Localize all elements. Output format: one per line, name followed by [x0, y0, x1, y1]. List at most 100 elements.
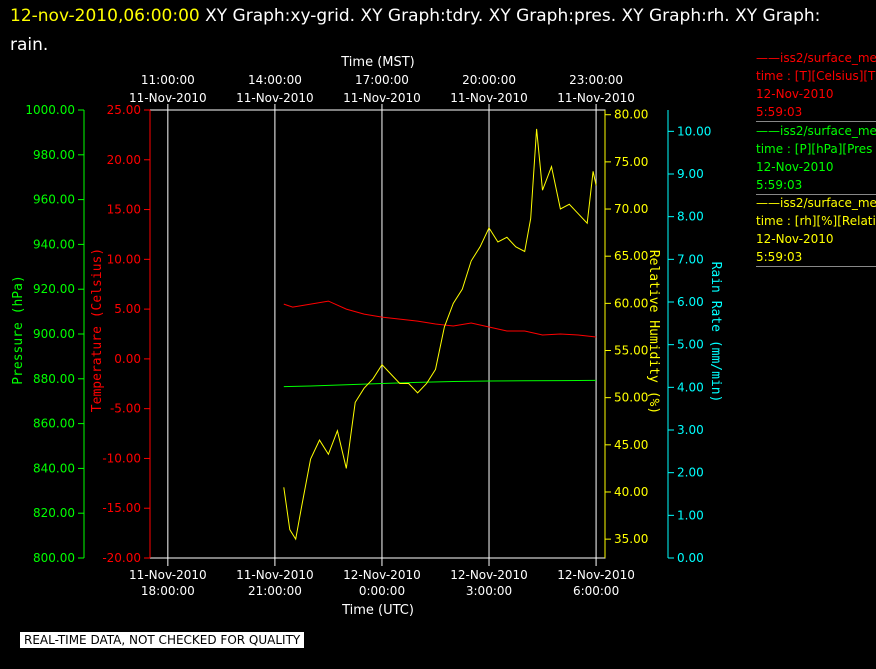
- temperature-axis-label: Temperature (Celsius): [90, 248, 105, 412]
- x-top-tick-date: 11-Nov-2010: [236, 91, 314, 105]
- humidity-tick-label: 45.00: [614, 438, 648, 452]
- graph-titles: XY Graph:xy-grid. XY Graph:tdry. XY Grap…: [10, 6, 821, 55]
- x-bottom-tick-time: 6:00:00: [573, 584, 619, 598]
- rain-axis: 10.00 9.00 8.00 7.00 6.00 5.00 4.00 3.00 2.00 1.0…: [667, 110, 711, 565]
- x-top-tick-time: 14:00:00: [248, 73, 302, 87]
- temperature-tick-label: -10.00: [102, 451, 141, 465]
- temperature-tick-label: 25.00: [107, 103, 141, 117]
- x-top-tick-date: 11-Nov-2010: [343, 91, 421, 105]
- x-bottom-axis-label: Time (UTC): [341, 603, 414, 618]
- x-top-tick-time: 20:00:00: [462, 73, 516, 87]
- temperature-tick-label: 15.00: [107, 203, 141, 217]
- x-bottom-tick-date: 11-Nov-2010: [236, 568, 314, 582]
- rain-tick-label: 10.00: [677, 124, 711, 138]
- rain-tick-label: 1.00: [677, 508, 704, 522]
- rain-tick-label: 2.00: [677, 466, 704, 480]
- x-axis-ticks: 11-Nov-2010 18:00:00 11-Nov-2010 21:00:00 12…: [129, 73, 635, 598]
- x-bottom-tick-date: 12-Nov-2010: [343, 568, 421, 582]
- x-top-axis-label: Time (MST): [340, 55, 415, 70]
- legend-field: time : [P][hPa][Pres: [756, 142, 873, 156]
- legend-title: ——iss2/surface_me: [756, 196, 876, 210]
- rain-tick-label: 5.00: [677, 338, 704, 352]
- legend-title: ——iss2/surface_me: [756, 51, 876, 65]
- pressure-axis: 1000.00 980.00 960.00 940.00 920.00 900.00 880…: [25, 103, 85, 565]
- pressure-tick-label: 900.00: [33, 327, 75, 341]
- pressure-tick-label: 960.00: [33, 193, 75, 207]
- legend-date: 12-Nov-2010: [756, 160, 834, 174]
- legend-temperature: ——iss2/surface_me time : [T][Celsius][T …: [756, 49, 876, 122]
- humidity-tick-label: 40.00: [614, 485, 648, 499]
- grid: [167, 110, 597, 558]
- rain-tick-label: 4.00: [677, 380, 704, 394]
- temperature-tick-label: -15.00: [102, 501, 141, 515]
- legend-field: time : [rh][%][Relati: [756, 214, 876, 228]
- legend-divider: [756, 194, 876, 195]
- pressure-axis-label: Pressure (hPa): [11, 275, 26, 385]
- pressure-tick-label: 860.00: [33, 417, 75, 431]
- legend-time: 5:59:03: [756, 178, 803, 192]
- pressure-tick-label: 980.00: [33, 148, 75, 162]
- x-bottom-tick-date: 11-Nov-2010: [129, 568, 207, 582]
- humidity-tick-label: 80.00: [614, 108, 648, 122]
- x-top-tick-date: 11-Nov-2010: [450, 91, 528, 105]
- axes: 1000.00 980.00 960.00 940.00 920.00 900.00 880…: [25, 103, 711, 565]
- humidity-tick-label: 65.00: [614, 249, 648, 263]
- legend-date: 12-Nov-2010: [756, 232, 834, 246]
- temperature-series-line: [283, 300, 597, 338]
- humidity-series-line: [283, 128, 597, 541]
- quality-notice: REAL-TIME DATA, NOT CHECKED FOR QUALITY: [20, 632, 305, 648]
- x-bottom-tick-time: 21:00:00: [248, 584, 302, 598]
- humidity-tick-label: 55.00: [614, 344, 648, 358]
- legend-date: 12-Nov-2010: [756, 87, 834, 101]
- temperature-tick-label: 5.00: [114, 302, 141, 316]
- temperature-tick-label: -5.00: [110, 402, 141, 416]
- x-bottom-tick-time: 18:00:00: [141, 584, 195, 598]
- x-bottom-tick-time: 3:00:00: [466, 584, 512, 598]
- x-top-tick-time: 17:00:00: [355, 73, 409, 87]
- humidity-tick-label: 60.00: [614, 296, 648, 310]
- pressure-tick-label: 1000.00: [25, 103, 75, 117]
- legend-humidity: ——iss2/surface_me time : [rh][%][Relati …: [756, 194, 876, 267]
- humidity-tick-label: 35.00: [614, 532, 648, 546]
- legend-time: 5:59:03: [756, 105, 803, 119]
- legend-divider: [756, 266, 876, 267]
- temperature-axis: 25.00 20.00 15.00 10.00 5.00 0.00 -5.00 -10.00 -…: [102, 103, 151, 565]
- pressure-tick-label: 820.00: [33, 506, 75, 520]
- legend-time: 5:59:03: [756, 250, 803, 264]
- temperature-tick-label: 0.00: [114, 352, 141, 366]
- x-top-tick-date: 11-Nov-2010: [557, 91, 635, 105]
- rain-tick-label: 3.00: [677, 423, 704, 437]
- legend-divider: [756, 121, 876, 122]
- rain-tick-label: 9.00: [677, 167, 704, 181]
- pressure-series-line: [283, 379, 597, 388]
- legend-field: time : [T][Celsius][T: [756, 69, 876, 83]
- timestamp: 12-nov-2010,06:00:00: [10, 6, 200, 26]
- humidity-tick-label: 70.00: [614, 202, 648, 216]
- x-top-tick-time: 11:00:00: [141, 73, 195, 87]
- series: [283, 128, 597, 541]
- humidity-axis-label: Relative Humidity (%): [646, 250, 661, 414]
- x-bottom-tick-date: 12-Nov-2010: [450, 568, 528, 582]
- humidity-tick-label: 50.00: [614, 391, 648, 405]
- rain-tick-label: 6.00: [677, 295, 704, 309]
- temperature-tick-label: -20.00: [102, 551, 141, 565]
- pressure-tick-label: 880.00: [33, 372, 75, 386]
- humidity-tick-label: 75.00: [614, 155, 648, 169]
- legend-pressure: ——iss2/surface_me time : [P][hPa][Pres 1…: [756, 122, 876, 195]
- pressure-tick-label: 940.00: [33, 237, 75, 251]
- x-top-tick-date: 11-Nov-2010: [129, 91, 207, 105]
- temperature-tick-label: 20.00: [107, 153, 141, 167]
- rain-tick-label: 7.00: [677, 252, 704, 266]
- header: 12-nov-2010,06:00:00 XY Graph:xy-grid. X…: [10, 2, 860, 60]
- pressure-tick-label: 840.00: [33, 461, 75, 475]
- temperature-tick-label: 10.00: [107, 252, 141, 266]
- rain-axis-label: Rain Rate (mm/min): [708, 262, 723, 403]
- pressure-tick-label: 920.00: [33, 282, 75, 296]
- humidity-axis: 80.00 75.00 70.00 65.00 60.00 55.00 50.00 45.00…: [604, 108, 648, 558]
- x-bottom-tick-time: 0:00:00: [359, 584, 405, 598]
- x-top-tick-time: 23:00:00: [569, 73, 623, 87]
- rain-tick-label: 0.00: [677, 551, 704, 565]
- pressure-tick-label: 800.00: [33, 551, 75, 565]
- x-bottom-tick-date: 12-Nov-2010: [557, 568, 635, 582]
